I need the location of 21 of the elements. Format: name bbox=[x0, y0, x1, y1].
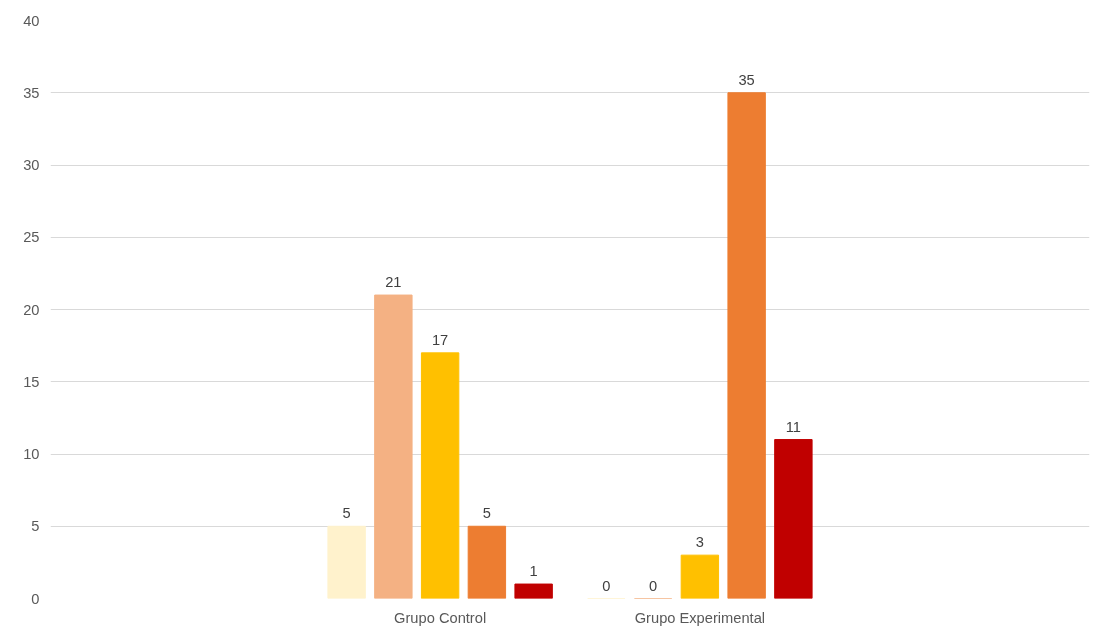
y-tick-label: 30 bbox=[23, 157, 40, 173]
data-label: 11 bbox=[785, 418, 801, 435]
y-tick-label: 20 bbox=[23, 301, 40, 318]
y-tick-label: 35 bbox=[23, 84, 40, 101]
x-tick-label: Grupo Control bbox=[394, 609, 487, 626]
data-label: 1 bbox=[529, 563, 538, 580]
data-label: 0 bbox=[602, 577, 611, 594]
data-label: 5 bbox=[342, 505, 351, 522]
data-label: 35 bbox=[738, 71, 755, 88]
y-tick-label: 5 bbox=[31, 518, 40, 535]
x-tick-label: Grupo Experimental bbox=[634, 609, 766, 626]
data-label: 3 bbox=[695, 534, 704, 551]
y-tick-label: 10 bbox=[23, 446, 40, 462]
y-tick-label: 0 bbox=[31, 590, 40, 607]
y-tick-label: 15 bbox=[23, 373, 40, 390]
y-tick-label: 25 bbox=[23, 229, 40, 246]
data-label: 0 bbox=[649, 577, 658, 594]
data-label: 5 bbox=[482, 505, 491, 522]
y-tick-label: 40 bbox=[23, 12, 40, 29]
data-label: 21 bbox=[385, 274, 402, 291]
data-label: 17 bbox=[431, 331, 449, 348]
